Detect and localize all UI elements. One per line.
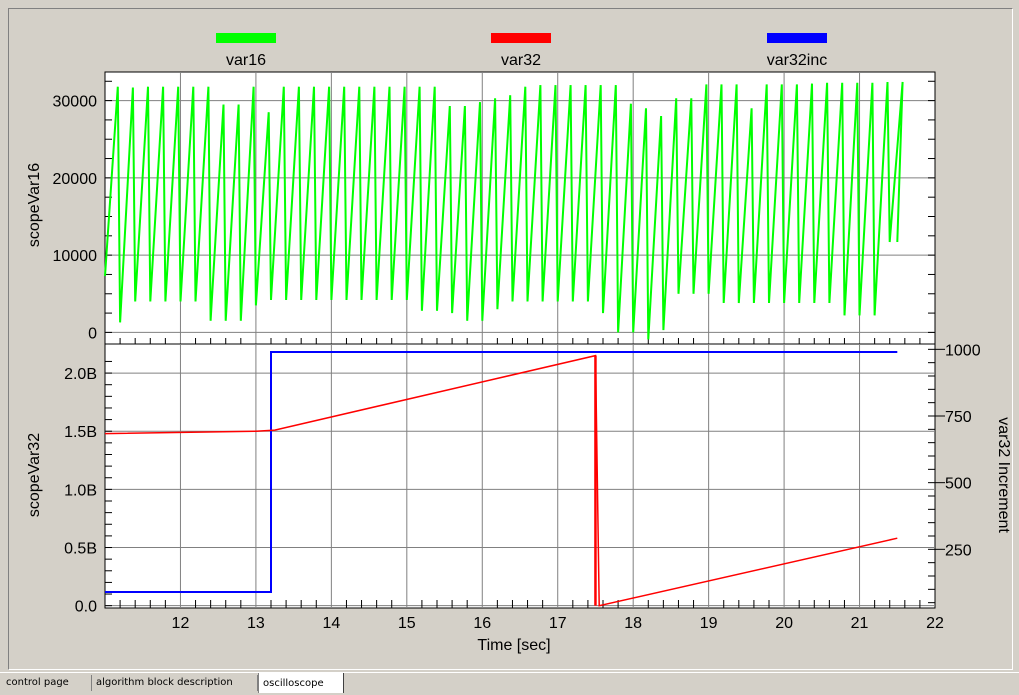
series-var16-line bbox=[104, 81, 904, 340]
x-tick-label: 15 bbox=[398, 615, 416, 632]
series-var32-line bbox=[104, 354, 898, 607]
bottom-y-tick-label: 1.0B bbox=[64, 482, 97, 499]
bottom-plot-series bbox=[104, 351, 898, 607]
top-y-tick-label: 0 bbox=[88, 325, 97, 342]
bottom-y2-tick-label: 500 bbox=[945, 476, 972, 493]
bottom-y-tick-label: 0.0 bbox=[75, 599, 97, 616]
legend-item-var32: var32 bbox=[491, 33, 551, 69]
top-y-tick-labels: 0 10000 20000 30000 bbox=[53, 94, 98, 343]
bottom-y2-tick-label: 1000 bbox=[945, 342, 981, 359]
tab-control-page[interactable]: control page bbox=[2, 675, 92, 691]
x-tick-label: 17 bbox=[549, 615, 567, 632]
bottom-y-tick-label: 0.5B bbox=[64, 541, 97, 558]
x-tick-label: 12 bbox=[172, 615, 190, 632]
bottom-y2-axis-label: var32 Increment bbox=[995, 417, 1012, 533]
tab-oscilloscope[interactable]: oscilloscope bbox=[258, 673, 344, 693]
top-y-tick-label: 10000 bbox=[53, 248, 98, 265]
bottom-y-tick-label: 1.5B bbox=[64, 424, 97, 441]
bottom-plot-ticks bbox=[105, 348, 945, 608]
oscilloscope-chart: var16 var32 var32inc 0 10000 20000 30000 sc… bbox=[26, 33, 1012, 654]
legend-item-var32inc: var32inc bbox=[767, 33, 827, 69]
legend-label-var16: var16 bbox=[226, 52, 266, 69]
bottom-y2-tick-labels: 250 500 750 1000 bbox=[945, 342, 981, 559]
x-tick-label: 22 bbox=[926, 615, 944, 632]
tab-algorithm-block-description[interactable]: algorithm block description bbox=[92, 675, 258, 691]
x-tick-labels: 12 13 14 15 16 17 18 19 20 21 22 bbox=[172, 615, 944, 632]
legend-label-var32: var32 bbox=[501, 52, 541, 69]
legend: var16 var32 var32inc bbox=[216, 33, 827, 69]
bottom-y2-tick-label: 750 bbox=[945, 409, 972, 426]
top-plot-series bbox=[104, 81, 904, 340]
legend-swatch-var16 bbox=[216, 33, 276, 43]
x-tick-label: 19 bbox=[700, 615, 718, 632]
legend-label-var32inc: var32inc bbox=[767, 52, 827, 69]
x-tick-label: 18 bbox=[624, 615, 642, 632]
legend-swatch-var32inc bbox=[767, 33, 827, 43]
top-plot-ticks bbox=[105, 80, 935, 344]
x-tick-label: 13 bbox=[247, 615, 265, 632]
bottom-plot: 0.0 0.5B 1.0B 1.5B 2.0B 250 500 750 1000 12 13 14… bbox=[26, 342, 1012, 654]
legend-item-var16: var16 bbox=[216, 33, 276, 69]
top-plot: 0 10000 20000 30000 scopeVar16 bbox=[26, 71, 936, 345]
tab-bar: control page algorithm block description… bbox=[0, 672, 1019, 693]
bottom-plot-area bbox=[104, 343, 936, 609]
bottom-y-axis-label: scopeVar32 bbox=[26, 433, 43, 517]
top-y-tick-label: 20000 bbox=[53, 171, 98, 188]
oscilloscope-panel: var16 var32 var32inc 0 10000 20000 30000 sc… bbox=[8, 8, 1013, 670]
x-tick-label: 20 bbox=[775, 615, 793, 632]
top-y-axis-label: scopeVar16 bbox=[26, 163, 43, 247]
x-tick-label: 16 bbox=[473, 615, 491, 632]
x-tick-label: 21 bbox=[851, 615, 869, 632]
bottom-y2-tick-label: 250 bbox=[945, 542, 972, 559]
bottom-y-tick-label: 2.0B bbox=[64, 366, 97, 383]
x-tick-label: 14 bbox=[322, 615, 340, 632]
top-y-tick-label: 30000 bbox=[53, 94, 98, 111]
bottom-y-tick-labels: 0.0 0.5B 1.0B 1.5B 2.0B bbox=[64, 366, 97, 616]
series-var32inc-line bbox=[105, 351, 898, 593]
x-axis-label: Time [sec] bbox=[477, 637, 550, 654]
legend-swatch-var32 bbox=[491, 33, 551, 43]
